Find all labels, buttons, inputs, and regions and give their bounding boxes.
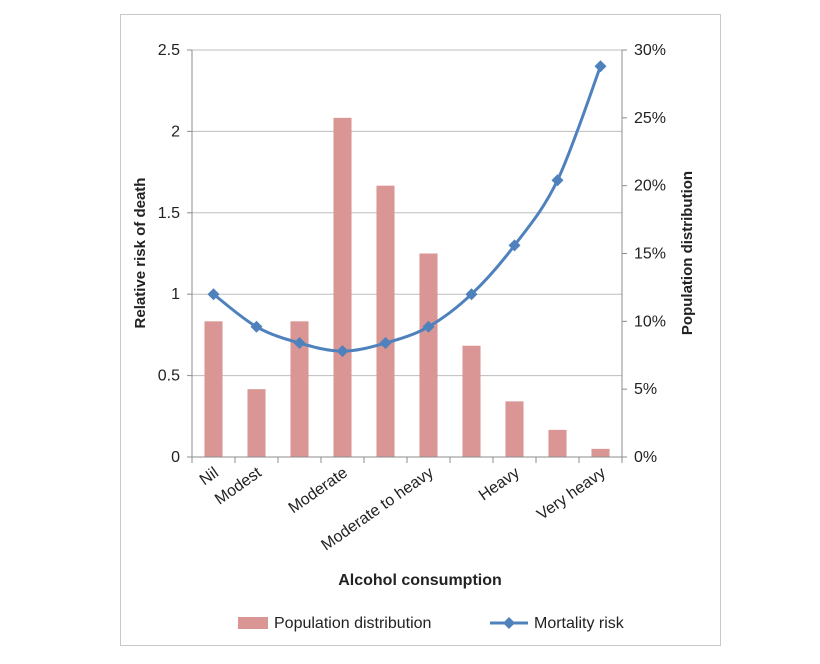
y2-tick-label: 20% — [634, 178, 666, 195]
y2-tick-label: 10% — [634, 313, 666, 330]
mortality-risk-marker — [551, 174, 564, 187]
population-bar — [505, 401, 524, 457]
legend: Population distribution Mortality risk — [238, 615, 625, 632]
y2-tick-label: 5% — [634, 381, 657, 398]
y2-tick-label: 0% — [634, 449, 657, 466]
y-tick-label: 0 — [171, 449, 180, 466]
population-bar — [419, 253, 438, 457]
y-tick-label: 2 — [171, 123, 180, 140]
mortality-risk-line — [212, 65, 602, 353]
y-axis-title: Relative risk of death — [132, 178, 149, 329]
legend-swatch-mortality-marker — [503, 617, 515, 629]
x-tick-label: Moderate — [286, 464, 351, 517]
y-tick-label: 0.5 — [158, 368, 180, 385]
x-tick-label: Very heavy — [534, 464, 609, 523]
y-tick-label: 1.5 — [158, 205, 180, 222]
x-tick-label: Modest — [212, 464, 265, 508]
population-bar — [290, 321, 309, 457]
y2-axis-title: Population distribution — [679, 171, 696, 335]
mortality-risk-marker — [508, 239, 521, 252]
y2-tick-label: 25% — [634, 110, 666, 127]
population-bar — [204, 321, 223, 457]
mortality-risk-marker — [594, 60, 607, 73]
population-bar — [247, 389, 266, 457]
y2-tick-label: 15% — [634, 246, 666, 263]
mortality-risk-marker — [293, 337, 306, 350]
line-series — [207, 60, 607, 358]
population-bar — [548, 429, 567, 457]
population-bar — [591, 448, 610, 457]
population-bar — [462, 345, 481, 457]
mortality-risk-marker — [422, 320, 435, 333]
x-tick-label: Nil — [197, 464, 222, 489]
population-bar — [333, 117, 352, 457]
y2-tick-label: 30% — [634, 42, 666, 59]
y-tick-label: 1 — [171, 286, 180, 303]
left-axis-ticks: 0 0.5 1 1.5 2 2.5 — [158, 42, 192, 466]
bar-series — [204, 117, 610, 457]
x-axis-title: Alcohol consumption — [338, 572, 502, 589]
legend-label-population: Population distribution — [274, 615, 431, 632]
mortality-risk-marker — [465, 288, 478, 301]
legend-swatch-population — [238, 617, 268, 629]
mortality-risk-marker — [336, 345, 349, 358]
mortality-risk-marker — [379, 337, 392, 350]
y-tick-label: 2.5 — [158, 42, 180, 59]
population-bar — [376, 185, 395, 457]
mortality-risk-marker — [250, 320, 263, 333]
mortality-risk-marker — [207, 288, 220, 301]
legend-label-mortality: Mortality risk — [534, 615, 625, 632]
right-axis-ticks: 0% 5% 10% 15% 20% 25% 30% — [622, 42, 666, 466]
gridlines — [192, 49, 622, 377]
chart-frame — [120, 14, 721, 646]
x-tick-label: Heavy — [476, 464, 523, 504]
